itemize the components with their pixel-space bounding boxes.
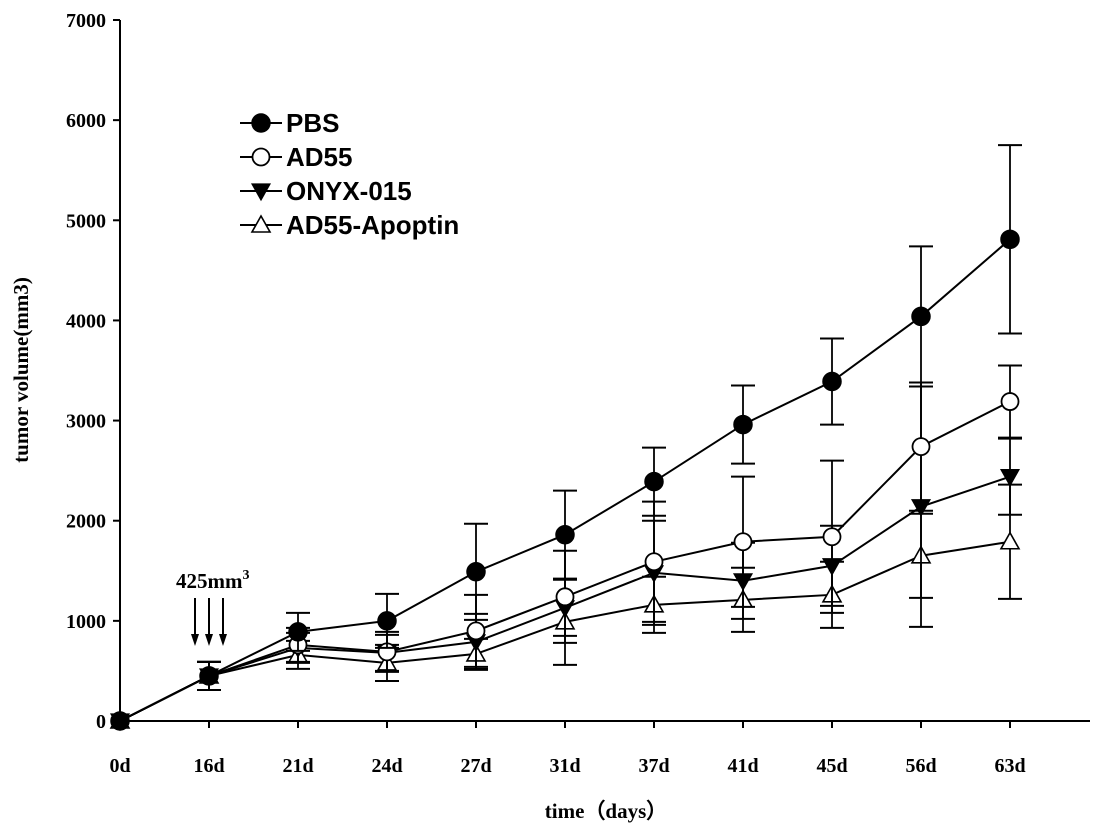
legend-item-ad55: AD55	[240, 142, 352, 172]
x-tick-label: 27d	[460, 755, 491, 777]
y-tick-label: 2000	[66, 511, 106, 533]
x-tick-label: 31d	[549, 755, 580, 777]
data-point	[644, 471, 664, 492]
series-layer	[109, 144, 1022, 732]
data-point	[911, 437, 931, 457]
annotation-arrows	[191, 598, 227, 646]
x-tick-label: 24d	[371, 755, 402, 777]
y-tick-label: 4000	[66, 310, 106, 332]
y-axis-title: tumor volume(mm3)	[9, 277, 33, 463]
x-tick-label: 45d	[816, 755, 847, 777]
x-tick-label: 63d	[994, 755, 1025, 777]
data-point	[288, 622, 308, 642]
series-onyx-015	[109, 385, 1022, 732]
annotation-superscript: 3	[243, 568, 250, 583]
legend-label: AD55	[286, 142, 352, 172]
annotation-main-text: 425mm	[176, 569, 243, 593]
y-ticks: 0 1000 2000 3000 4000 5000 6000 7000	[66, 10, 120, 733]
y-tick-label: 1000	[66, 611, 106, 633]
legend-label: AD55-Apoptin	[286, 210, 459, 240]
y-tick-label: 5000	[66, 210, 106, 232]
x-tick-label: 37d	[638, 755, 669, 777]
data-point	[1000, 392, 1020, 411]
annotation-arrow-head	[205, 634, 213, 646]
data-point	[199, 666, 219, 686]
data-point	[999, 531, 1021, 550]
x-tick-label: 0d	[109, 755, 130, 777]
series-ad55	[110, 364, 1022, 731]
legend-item-pbs: PBS	[240, 108, 339, 138]
annotation-arrow-head	[219, 634, 227, 646]
y-tick-label: 6000	[66, 110, 106, 132]
series-pbs	[110, 144, 1022, 731]
x-tick-label: 41d	[727, 755, 758, 777]
y-tick-label: 3000	[66, 411, 106, 433]
legend-marker	[251, 147, 271, 167]
data-point	[911, 306, 931, 327]
data-point	[377, 611, 397, 631]
annotation-text: 425mm3	[176, 568, 250, 593]
axes: 0 1000 2000 3000 4000 5000 6000 7000 0d 16d 21d 24…	[9, 10, 1090, 823]
legend: PBS AD55 ONYX-015 AD55-Apoptin	[240, 108, 459, 240]
data-point	[555, 587, 575, 607]
data-point	[999, 469, 1021, 487]
annotation-425mm3: 425mm3	[176, 568, 250, 646]
annotation-arrow-head	[191, 634, 199, 646]
legend-label: ONYX-015	[286, 176, 412, 206]
legend-marker	[250, 183, 272, 202]
y-tick-label: 7000	[66, 10, 106, 32]
data-point	[733, 532, 753, 552]
data-point	[733, 414, 753, 435]
legend-marker	[250, 214, 272, 233]
x-tick-label: 16d	[193, 755, 224, 777]
x-tick-label: 21d	[282, 755, 313, 777]
data-point	[110, 711, 130, 731]
x-axis-title: time（days）	[545, 799, 668, 823]
data-point	[466, 562, 486, 582]
legend-item-onyx-015: ONYX-015	[240, 176, 412, 206]
x-tick-label: 56d	[905, 755, 936, 777]
y-tick-label: 0	[96, 711, 106, 733]
legend-item-ad55-apoptin: AD55-Apoptin	[240, 210, 459, 240]
data-point	[644, 552, 664, 572]
x-ticks: 0d 16d 21d 24d 27d 31d 37d 41d 45d 56d 63d	[109, 721, 1026, 777]
data-point	[822, 371, 842, 392]
legend-label: PBS	[286, 108, 339, 138]
data-point	[1000, 229, 1020, 250]
data-point	[466, 621, 486, 641]
legend-marker	[251, 113, 271, 133]
data-point	[555, 524, 575, 545]
data-point	[822, 527, 842, 547]
